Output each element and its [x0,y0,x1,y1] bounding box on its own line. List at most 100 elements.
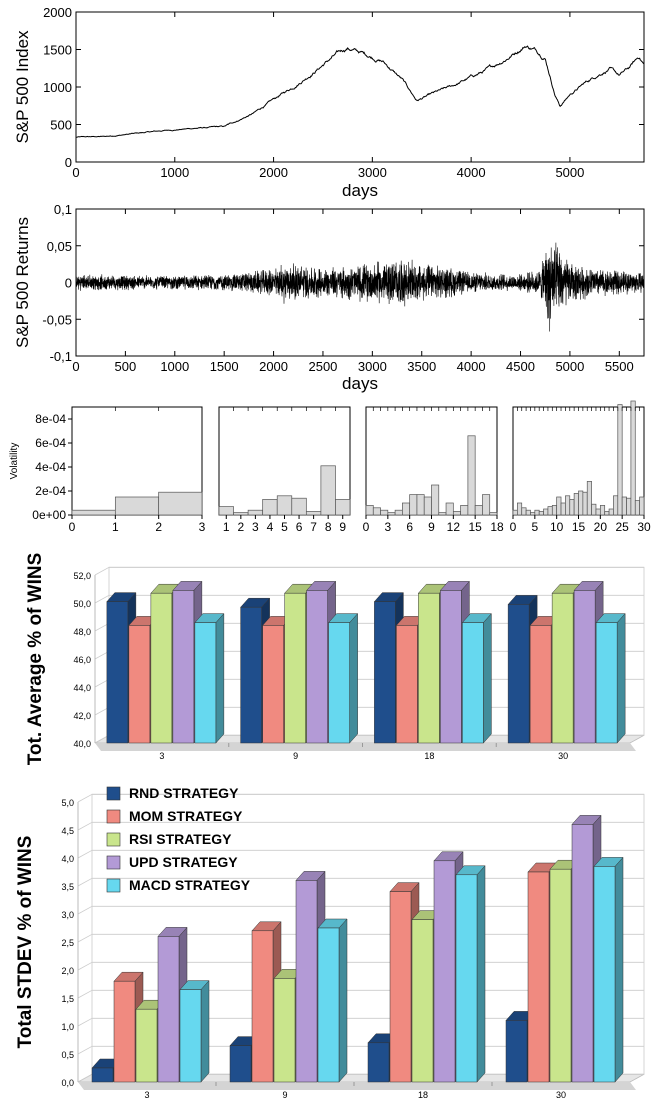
bar3d-bar-side [483,612,492,744]
returns-xtick-label: 1000 [160,359,189,374]
volatility-bar [530,512,536,516]
volatility-bar [218,506,234,516]
volatility-xtick-label: 3 [252,520,259,534]
volatility-xtick-label: 8 [325,520,332,534]
bar3d-bar-front [529,625,552,744]
bar3d-bar-front [229,1045,252,1083]
volatility-xtick-label: 12 [447,520,461,534]
volatility-bar [634,500,640,516]
bar3d-ytick-label: 4,0 [61,854,74,864]
bar3d-category-label: 18 [418,1090,428,1100]
returns-xtick-label: 4500 [506,359,535,374]
volatility-bar [556,496,562,516]
index-plot-frame [75,11,645,163]
bar3d-bar-front [135,1008,158,1083]
returns-ylabel: S&P 500 Returns [13,217,32,348]
volatility-ytick-label: 8e-04 [35,412,66,426]
bar3d-category-label: 30 [556,1090,566,1100]
bar3d-bar-front [573,590,596,744]
volatility-bar [582,491,588,516]
bar3d-bar-front [549,868,572,1083]
bar3d-category-label: 3 [144,1090,149,1100]
bar3d-bar-front [418,592,440,744]
bar3d-bar-front [455,874,478,1083]
returns-xlabel: days [342,374,378,393]
bar3d-category-label: 9 [293,751,298,761]
volatility-bar [291,497,307,516]
bar3d-ytick-label: 2,0 [61,966,74,976]
bar3d-bar-front [367,1042,390,1083]
returns-xtick-label: 2500 [308,359,337,374]
returns-ytick-label: -0,05 [42,312,72,327]
bar3d-ytick-label: 4,5 [61,826,74,836]
volatility-bar [551,505,558,516]
volatility-xtick-label: 5 [531,520,538,534]
bar3d-bar-front [273,978,296,1083]
volatility-xtick-label: 0 [69,520,76,534]
index-series-line [75,45,645,138]
volatility-xtick-label: 20 [594,520,608,534]
index-ylabel: S&P 500 Index [13,30,32,144]
bar3d-bar-side [200,979,210,1083]
volatility-bar [276,495,293,516]
bar3d-bar-front [374,601,396,744]
volatility-bar [604,511,610,516]
bar3d-ytick-label: 2,5 [61,938,74,948]
legend-label: RND STRATEGY [129,785,239,801]
bar3d-bar-front [328,622,350,744]
volatility-xtick-label: 0 [510,520,517,534]
volatility-bar [452,511,461,516]
volatility-bar [394,509,403,516]
volatility-bar [438,512,447,516]
bar3d-bar-front [113,980,136,1083]
volatility-xtick-label: 5 [281,520,288,534]
returns-xtick-label: 1500 [210,359,239,374]
volatility-bar [599,505,606,516]
index-xtick-label: 0 [72,165,79,180]
returns-ytick-label: 0,05 [47,239,72,254]
volatility-bar [630,400,636,516]
bar3d-bar-front [389,891,412,1083]
volatility-xtick-label: 6 [296,520,303,534]
bar3d-ytick-label: 50,0 [73,599,91,609]
volatility-bar [512,509,518,516]
volatility-bar [114,496,160,516]
volatility-bar [416,494,425,516]
bar3d-gridline [77,793,93,803]
volatility-bar [525,509,531,516]
bar3d-bar-front [317,927,340,1083]
legend-label: MACD STRATEGY [129,877,251,893]
volatility-bar [613,495,619,516]
volatility-bar [534,509,540,516]
volatility-bar [521,507,527,516]
volatility-bar [569,499,575,516]
bar3d-gridline [94,594,110,604]
bar3d-gridline [77,821,93,831]
index-xtick-label: 2000 [259,165,288,180]
bar3d-bar-front [411,919,434,1083]
bar3d-bar-front [507,604,530,744]
volatility-bar [474,505,483,516]
volatility-xtick-label: 15 [468,520,482,534]
volatility-bar [573,493,579,516]
bar3d-bar-front [440,590,462,744]
bar3d-bar-front [396,625,418,744]
volatility-xtick-label: 30 [637,520,651,534]
volatility-bar [423,496,432,516]
bar3d-gridline [77,989,93,999]
volatility-bar [489,512,498,516]
volatility-ylabel: Volatility [9,443,20,480]
bar3d-ytick-label: 46,0 [73,655,91,665]
returns-series-line [75,242,645,332]
volatility-bar [639,496,645,516]
volatility-bar [365,505,374,516]
bar3d-ytick-label: 3,5 [61,882,74,892]
volatility-bar [578,490,584,516]
bar3d-bar-front [433,860,456,1083]
bar3d-bar-front [505,1020,528,1083]
volatility-bar [595,508,601,516]
volatility-bar [262,499,278,516]
bar3d-bar-front [462,622,484,744]
returns-xtick-label: 2000 [259,359,288,374]
